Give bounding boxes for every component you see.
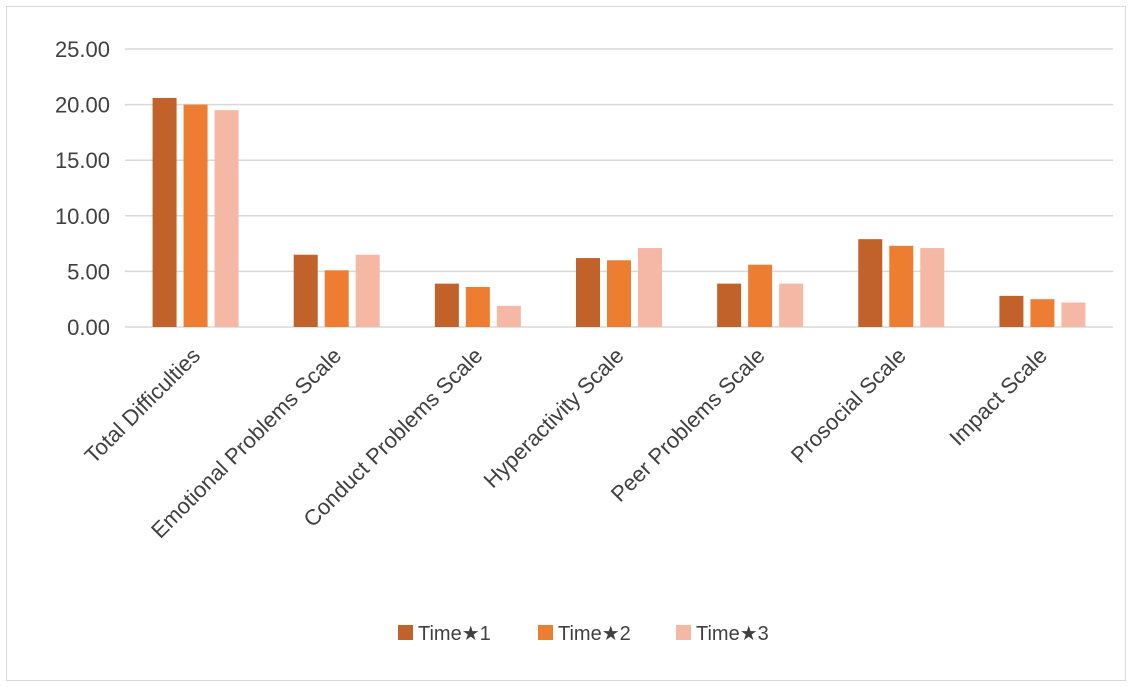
bar	[748, 264, 773, 327]
bar	[607, 260, 631, 327]
bar	[638, 248, 662, 327]
bar	[355, 254, 380, 327]
gridlines	[125, 48, 1113, 328]
legend-label: Time★2	[558, 623, 631, 645]
bar	[214, 110, 239, 327]
bar	[183, 104, 208, 327]
bar	[779, 283, 804, 327]
bar	[999, 295, 1024, 327]
bar	[434, 283, 459, 327]
x-tick-label: Impact Scale	[944, 343, 1052, 451]
bar	[465, 286, 490, 327]
legend-swatch	[398, 625, 413, 640]
bar	[152, 97, 177, 327]
bar	[889, 245, 914, 327]
bar	[324, 270, 349, 327]
chart-frame: 0.00 5.00 10.00 15.00 20.00 25.00 Total Diffi…	[6, 6, 1126, 681]
bar-chart: 0.00 5.00 10.00 15.00 20.00 25.00 Total Diffi…	[55, 37, 1113, 645]
x-tick-label: Peer Problems Scale	[606, 343, 770, 507]
legend-swatch	[676, 625, 691, 640]
bars	[152, 97, 1086, 327]
legend: Time★1 Time★2 Time★3	[398, 623, 769, 645]
legend-swatch	[538, 625, 553, 640]
y-tick-label: 20.00	[55, 93, 110, 118]
bar	[293, 254, 318, 327]
bar	[858, 239, 883, 327]
y-tick-label: 5.00	[67, 259, 110, 284]
bar	[1061, 302, 1086, 327]
bar	[717, 283, 742, 327]
y-axis-ticks: 0.00 5.00 10.00 15.00 20.00 25.00	[55, 37, 110, 340]
y-tick-label: 25.00	[55, 37, 110, 62]
bar	[1030, 299, 1055, 327]
x-tick-label: Prosocial Scale	[786, 343, 911, 468]
x-tick-label: Total Difficulties	[80, 343, 205, 468]
y-tick-label: 0.00	[67, 315, 110, 340]
bar	[496, 305, 521, 327]
y-tick-label: 15.00	[55, 148, 110, 173]
y-tick-label: 10.00	[55, 204, 110, 229]
bar	[576, 258, 600, 327]
legend-label: Time★3	[696, 623, 769, 645]
x-tick-label: Hyperactivity Scale	[479, 343, 629, 493]
legend-label: Time★1	[418, 623, 491, 645]
bar	[920, 248, 945, 327]
